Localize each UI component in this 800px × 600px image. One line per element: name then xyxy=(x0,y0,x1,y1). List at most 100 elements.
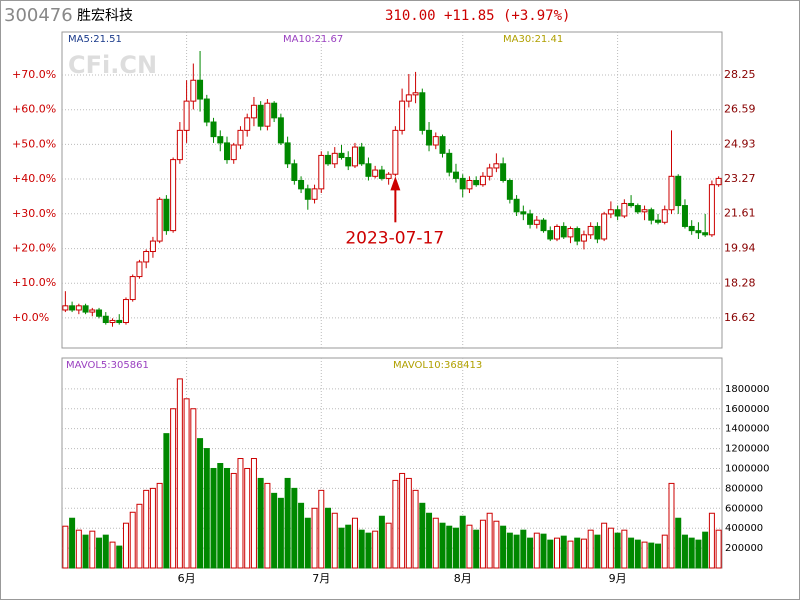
y-tick-label: 24.93 xyxy=(724,137,756,150)
x-tick-label: 9月 xyxy=(609,572,627,585)
candle-body xyxy=(634,205,641,213)
volume-bar xyxy=(170,408,177,569)
candle-body xyxy=(372,169,379,177)
volume-bar xyxy=(533,532,540,569)
volume-bar xyxy=(601,522,608,569)
candle-body xyxy=(116,319,123,324)
y-tick-label: 19.94 xyxy=(724,242,756,255)
volume-bar xyxy=(412,489,419,569)
volume-bar xyxy=(230,472,237,569)
candle-body xyxy=(203,98,210,123)
y-tick-label: 1600000 xyxy=(725,404,770,415)
y2-tick-label: +40.0% xyxy=(12,172,56,185)
volume-bar xyxy=(143,489,150,569)
candle-body xyxy=(345,157,352,167)
candle-body xyxy=(149,240,156,253)
y-tick-label: 600000 xyxy=(725,503,763,514)
candle-body xyxy=(655,219,662,223)
volume-bar xyxy=(641,541,648,569)
volume-bar xyxy=(681,534,688,569)
y-tick-label: 23.27 xyxy=(724,172,756,185)
volume-bar xyxy=(614,532,621,569)
legend-entry: MAVOL10:368413 xyxy=(393,360,482,371)
volume-bar xyxy=(284,477,291,569)
volume-bar xyxy=(109,541,116,569)
volume-bar xyxy=(372,530,379,569)
candle-body xyxy=(574,228,581,242)
y2-tick-label: +20.0% xyxy=(12,242,56,255)
candle-body xyxy=(224,142,230,161)
y-tick-label: 1400000 xyxy=(725,424,770,435)
candle-body xyxy=(298,179,305,190)
volume-bar xyxy=(607,527,614,569)
candle-body xyxy=(520,211,527,215)
y-tick-label: 16.62 xyxy=(724,311,756,324)
candle-body xyxy=(648,209,655,221)
candle-body xyxy=(197,79,204,100)
candle-body xyxy=(628,202,635,207)
volume-bar xyxy=(634,539,641,569)
candle-body xyxy=(230,144,237,161)
y2-tick-label: +50.0% xyxy=(12,137,56,150)
candle-body xyxy=(594,225,601,240)
y-tick-label: 1200000 xyxy=(725,444,770,455)
volume-bar xyxy=(621,529,628,569)
volume-bar xyxy=(271,492,278,569)
candle-body xyxy=(513,198,520,213)
volume-bar xyxy=(244,467,251,569)
volume-bar xyxy=(668,482,675,569)
volume-bar xyxy=(459,515,466,569)
candle-body xyxy=(183,100,190,131)
volume-bar xyxy=(715,529,722,569)
volume-bar xyxy=(554,537,560,569)
legend-entry: MAVOL5:305861 xyxy=(66,360,149,371)
candle-body xyxy=(399,100,406,131)
volume-bar xyxy=(567,540,574,569)
volume-panel xyxy=(61,357,723,569)
candle-body xyxy=(540,219,547,232)
candle-body xyxy=(533,219,540,225)
candle-body xyxy=(479,175,486,186)
candle-body xyxy=(708,184,715,236)
y-tick-label: 21.61 xyxy=(724,207,756,220)
candle-body xyxy=(567,228,574,238)
candle-body xyxy=(392,129,399,175)
candle-body xyxy=(459,177,466,190)
y-tick-label: 1000000 xyxy=(725,463,770,474)
candle-body xyxy=(446,152,453,173)
volume-bar xyxy=(210,467,217,569)
candle-body xyxy=(304,188,311,200)
candle-body xyxy=(419,92,426,131)
volume-bar xyxy=(250,458,257,569)
volume-bar xyxy=(237,458,244,569)
candle-body xyxy=(237,129,244,146)
volume-bar xyxy=(338,527,345,569)
candle-body xyxy=(587,225,594,236)
candle-body xyxy=(432,136,439,146)
candle-body xyxy=(486,167,493,177)
volume-bar xyxy=(439,522,446,569)
volume-bar xyxy=(257,477,264,569)
candle-body xyxy=(102,315,109,324)
quote: 310.00 +11.85 (+3.97%) xyxy=(385,8,570,24)
y-tick-label: 200000 xyxy=(725,543,763,554)
candle-body xyxy=(217,136,224,144)
x-tick-label: 7月 xyxy=(312,572,330,585)
volume-bar xyxy=(304,517,311,569)
candle-body xyxy=(681,205,688,227)
volume-bar xyxy=(399,472,406,569)
volume-bar xyxy=(527,537,534,569)
volume-bar xyxy=(190,408,197,569)
volume-bar xyxy=(217,462,224,569)
x-tick-label: 6月 xyxy=(178,572,196,585)
volume-bar xyxy=(473,529,480,569)
candle-body xyxy=(250,104,257,119)
volume-bar xyxy=(675,517,682,569)
candle-body xyxy=(661,209,668,223)
y2-tick-label: +10.0% xyxy=(12,276,56,289)
candle-body xyxy=(331,152,338,165)
volume-bar xyxy=(331,512,338,569)
volume-bar xyxy=(426,512,433,569)
volume-bar xyxy=(466,524,473,569)
candle-body xyxy=(351,146,358,167)
